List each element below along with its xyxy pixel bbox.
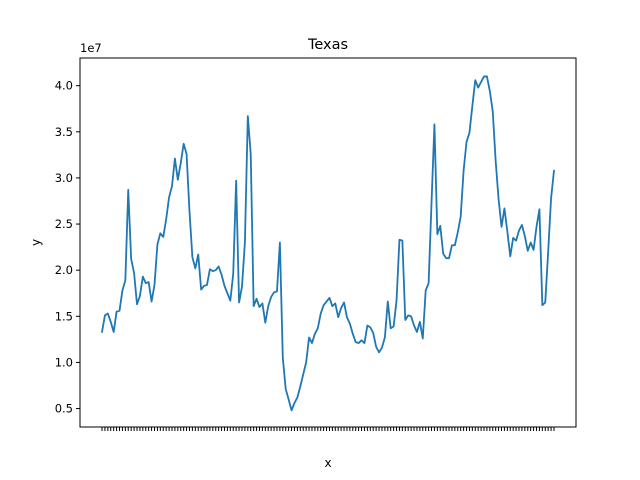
y-axis-label: y xyxy=(29,239,43,246)
y-axis-ticks: 0.5 1.0 1.5 2.0 2.5 3.0 3.5 4.0 xyxy=(55,79,80,416)
y-tick-label: 0.5 xyxy=(55,402,73,416)
chart-title: Texas xyxy=(307,37,348,53)
plot-frame xyxy=(79,57,577,428)
y-tick-label: 3.5 xyxy=(55,125,73,139)
series-line-0 xyxy=(101,75,555,412)
y-tick-label: 1.0 xyxy=(55,355,73,369)
y-axis-offset-label: 1e7 xyxy=(80,41,102,55)
y-tick-label: 2.0 xyxy=(55,263,73,277)
y-tick-label: 2.5 xyxy=(55,217,73,231)
y-tick-label: 4.0 xyxy=(55,79,73,93)
x-axis-ticks xyxy=(101,427,555,431)
y-tick-label: 3.0 xyxy=(55,171,73,185)
x-axis-label: x xyxy=(324,456,331,470)
series-group xyxy=(101,75,555,412)
y-tick-label: 1.5 xyxy=(55,309,73,323)
